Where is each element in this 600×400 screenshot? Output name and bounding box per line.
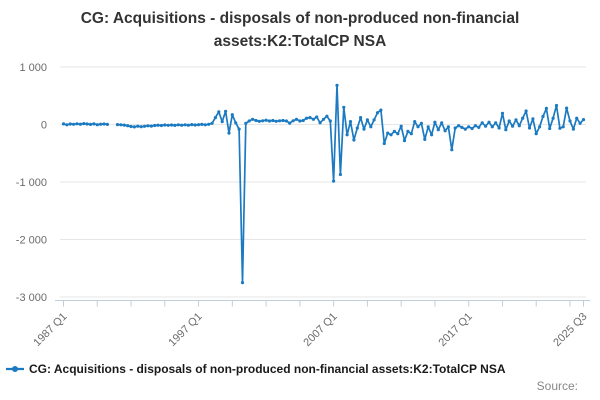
svg-text:1987 Q1: 1987 Q1 — [31, 311, 69, 349]
chart-title-line2: assets:K2:TotalCP NSA — [213, 33, 387, 50]
legend-item[interactable]: CG: Acquisitions - disposals of non-prod… — [6, 362, 598, 376]
legend-line-marker-icon — [6, 366, 24, 372]
svg-text:2017 Q1: 2017 Q1 — [436, 311, 474, 349]
source-label: Source: — [536, 379, 578, 393]
chart-title-line1: CG: Acquisitions - disposals of non-prod… — [80, 10, 520, 27]
chart-title: CG: Acquisitions - disposals of non-prod… — [0, 7, 600, 53]
svg-text:-3 000: -3 000 — [16, 292, 47, 304]
svg-text:1997 Q1: 1997 Q1 — [166, 311, 204, 349]
svg-text:1 000: 1 000 — [19, 62, 47, 74]
data-series — [61, 83, 586, 285]
x-axis-labels: 1987 Q1 1997 Q1 2007 Q1 2017 Q1 2025 Q3 — [31, 311, 589, 349]
gridlines — [60, 66, 586, 298]
x-axis — [55, 300, 590, 307]
svg-text:2007 Q1: 2007 Q1 — [301, 311, 339, 349]
svg-text:0: 0 — [41, 120, 47, 132]
timeseries-chart: 1 000 0 -1 000 -2 000 -3 000 1987 Q1 1997 Q1 2… — [16, 62, 590, 349]
y-axis-labels: 1 000 0 -1 000 -2 000 -3 000 — [16, 62, 47, 304]
svg-text:2025 Q3: 2025 Q3 — [551, 311, 589, 349]
legend-label: CG: Acquisitions - disposals of non-prod… — [29, 362, 506, 376]
svg-text:-2 000: -2 000 — [16, 235, 47, 247]
svg-text:-1 000: -1 000 — [16, 177, 47, 189]
